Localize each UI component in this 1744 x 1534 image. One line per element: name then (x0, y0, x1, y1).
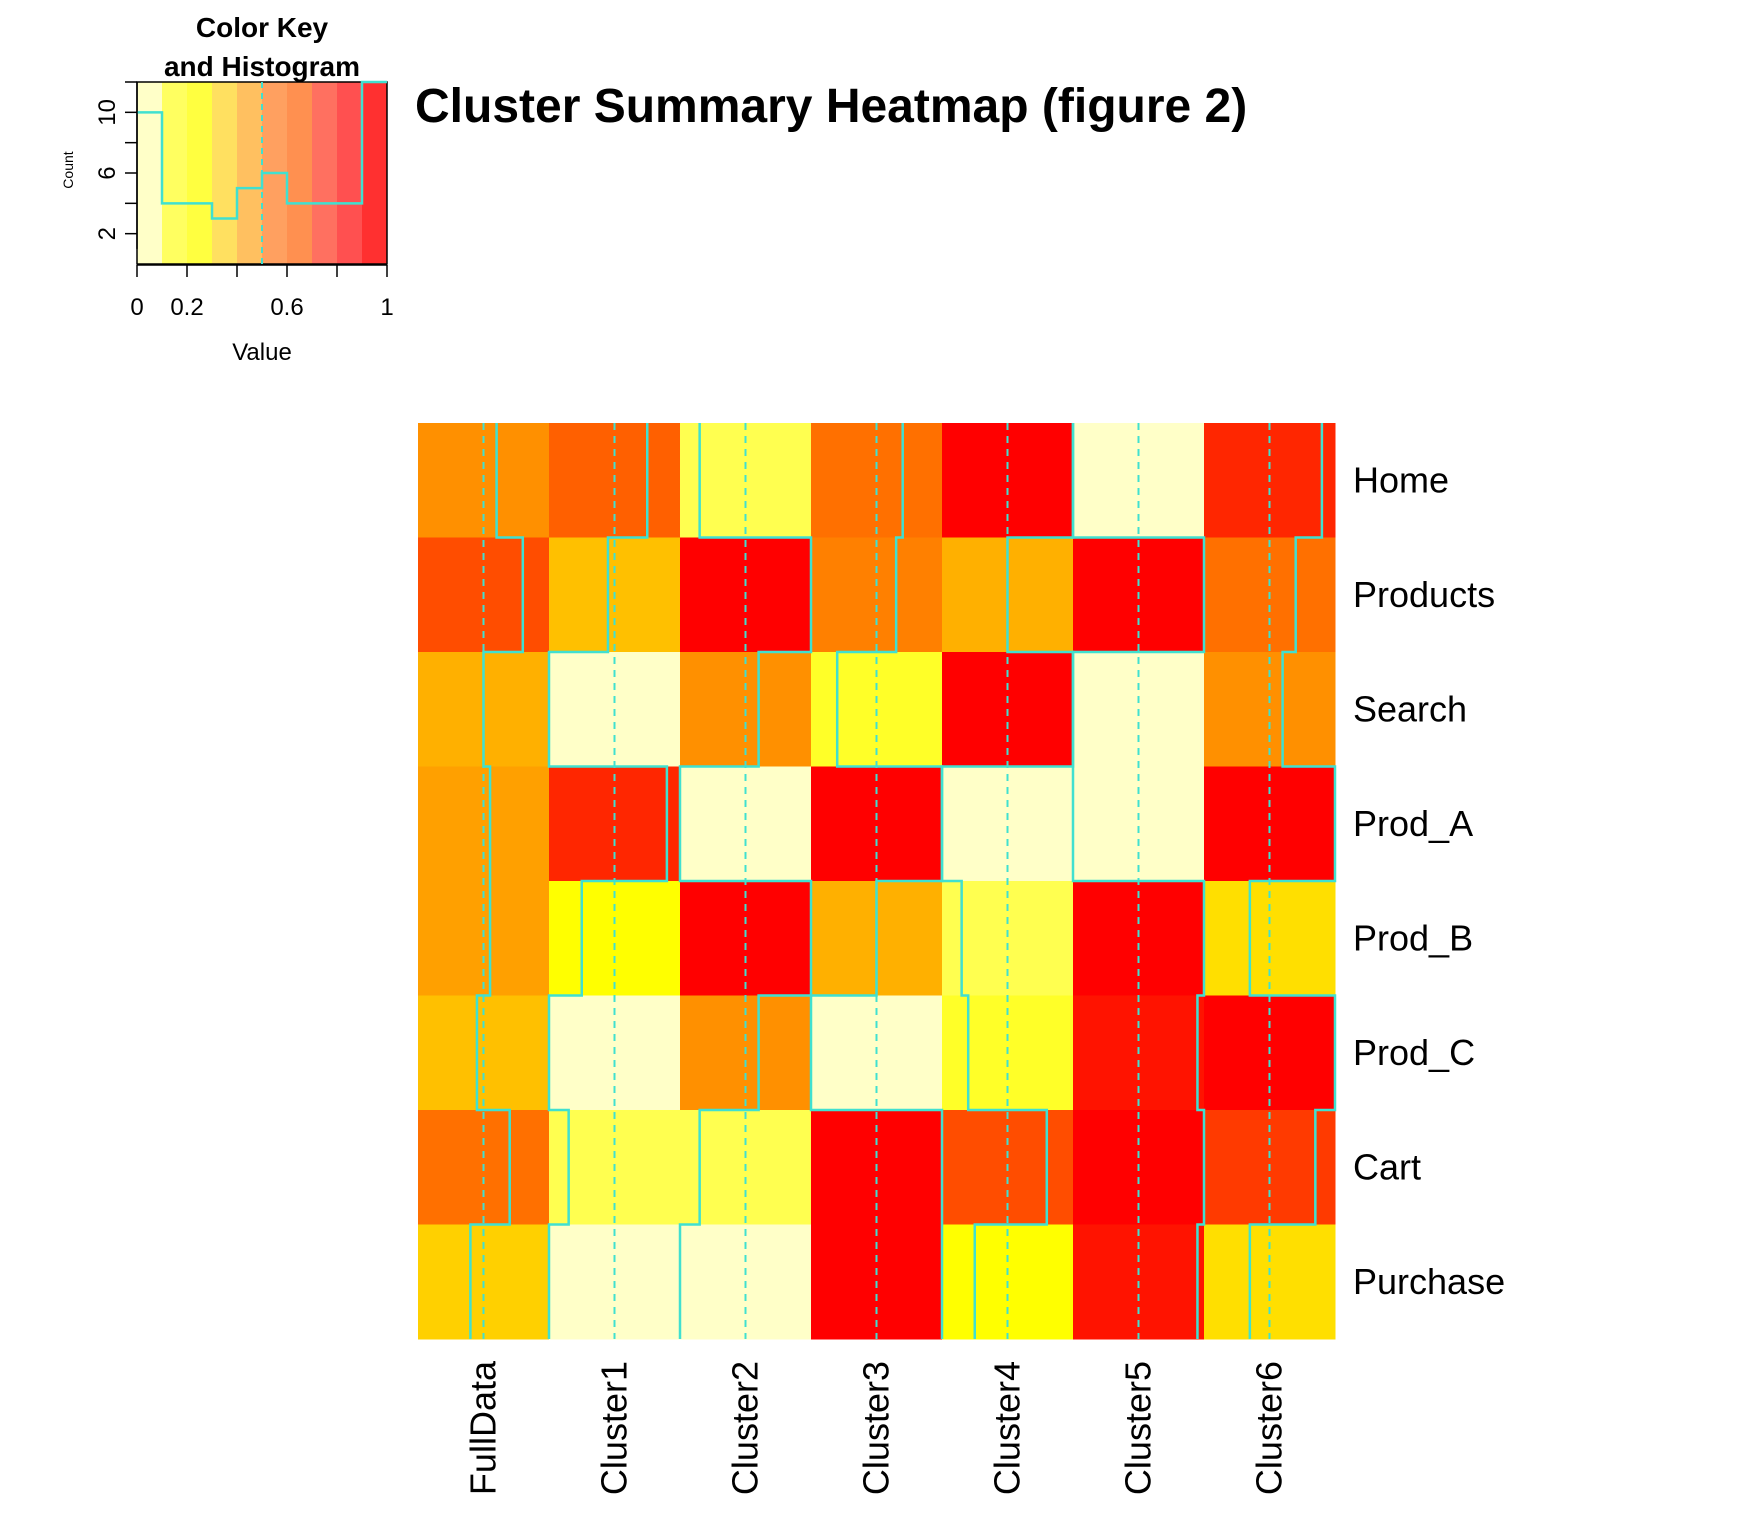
row-label: Prod_C (1353, 1032, 1475, 1073)
color-key-x-tick-label: 0 (130, 294, 143, 321)
color-key-band (312, 82, 338, 264)
color-key-band (287, 82, 313, 264)
trace-line (547, 423, 669, 1339)
color-key-band (337, 82, 363, 264)
color-key-x-tick-label: 1 (380, 294, 393, 321)
color-key-y-tick-label: 10 (94, 99, 121, 126)
trace-line (469, 423, 525, 1339)
heatmap-cell (811, 766, 943, 882)
color-key-band (362, 82, 388, 264)
trace-line (678, 423, 813, 1339)
histogram-line (137, 80, 387, 220)
heatmap-cell (942, 766, 1074, 882)
row-label: Search (1353, 688, 1467, 729)
row-label: Prod_B (1353, 917, 1473, 958)
row-labels: Home Products Search Prod_A Prod_B Prod_C Cart… (1353, 459, 1505, 1302)
row-label: Purchase (1353, 1261, 1505, 1302)
color-key-y-tick-label: 2 (94, 227, 121, 240)
color-key-x-axis: 0 0.2 0.6 1 (130, 264, 394, 321)
heatmap-cell (1073, 766, 1205, 882)
heatmap-cell (680, 881, 812, 996)
color-key-title-line1: Color Key (196, 12, 329, 43)
column-label: Cluster2 (725, 1361, 766, 1495)
color-key-band (162, 82, 188, 264)
color-key-y-tick-label: 6 (94, 166, 121, 179)
color-key-band (237, 82, 263, 264)
color-key-x-tick-label: 0.6 (270, 294, 303, 321)
column-label: FullData (463, 1360, 504, 1495)
heatmap-cell (942, 881, 1074, 996)
heatmap-cell (680, 766, 812, 882)
color-key-histogram (137, 80, 387, 264)
row-label: Products (1353, 574, 1495, 615)
heatmap-cell (418, 766, 550, 882)
trace-line (940, 423, 1075, 1339)
heatmap-cell (1204, 881, 1336, 996)
trace-line (1071, 423, 1206, 1339)
chart-title: Cluster Summary Heatmap (figure 2) (415, 80, 1247, 133)
color-key-title-line2: and Histogram (164, 51, 360, 82)
heatmap-cell (418, 881, 550, 996)
row-label: Cart (1353, 1146, 1421, 1187)
column-label: Cluster1 (594, 1361, 635, 1495)
color-key: Color Key and Histogram 0 0.2 0.6 1 2 6 10 Va… (60, 12, 394, 366)
heatmap-cell (1204, 766, 1336, 882)
color-key-ylabel: Count (60, 151, 76, 188)
color-key-y-axis: 2 6 10 (94, 81, 138, 249)
row-label: Home (1353, 459, 1449, 500)
heatmap-traces (469, 423, 1337, 1339)
color-key-band (137, 82, 163, 264)
row-label: Prod_A (1353, 803, 1473, 844)
color-key-xlabel: Value (232, 339, 292, 366)
column-label: Cluster3 (856, 1361, 897, 1495)
color-key-band (187, 82, 213, 264)
heatmap-cell (549, 881, 681, 996)
color-key-band (212, 82, 238, 264)
heatmap-cell (549, 766, 681, 882)
column-labels: FullData Cluster1 Cluster2 Cluster3 Cluster4… (463, 1360, 1290, 1495)
column-label: Cluster4 (987, 1361, 1028, 1495)
color-key-x-tick-label: 0.2 (170, 294, 203, 321)
column-label: Cluster6 (1249, 1361, 1290, 1495)
heatmap-cell (1073, 881, 1205, 996)
trace-line (1248, 423, 1337, 1339)
column-label: Cluster5 (1118, 1361, 1159, 1495)
